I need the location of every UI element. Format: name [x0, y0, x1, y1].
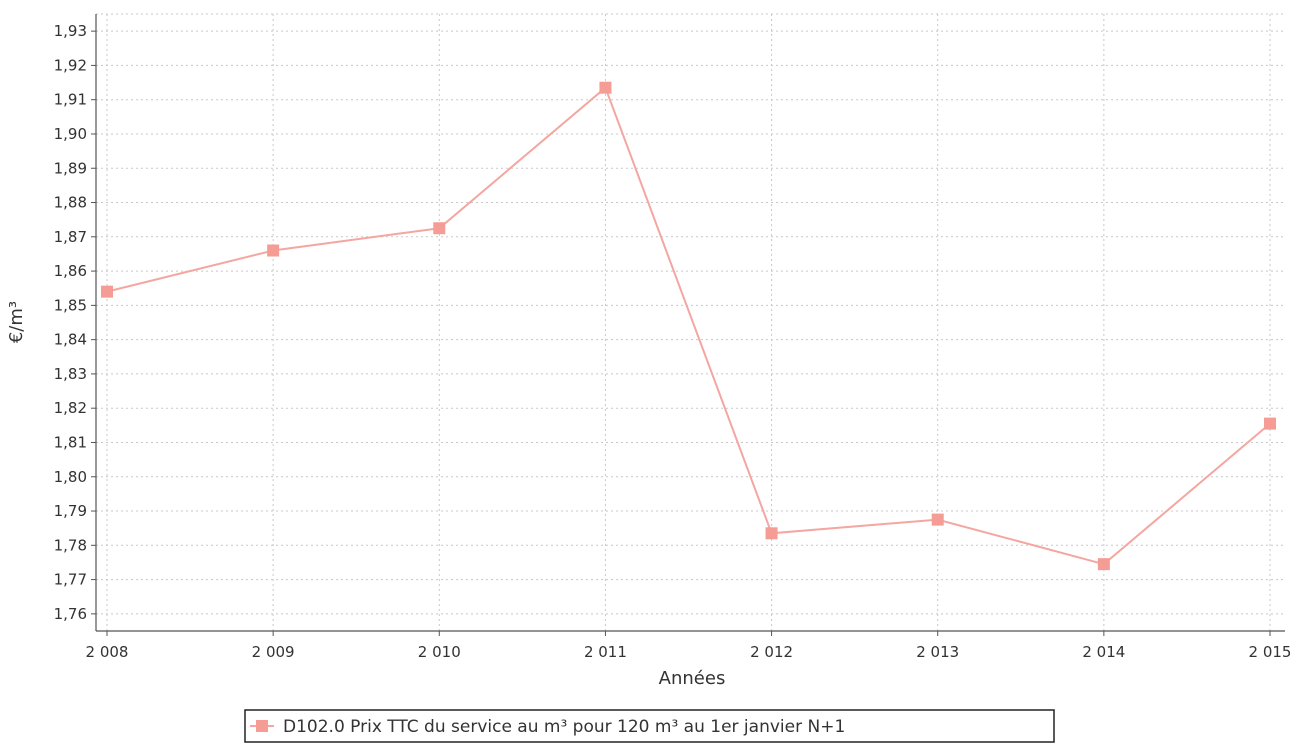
y-tick-label: 1,77 [54, 571, 87, 589]
grid-lines [96, 13, 1285, 631]
y-tick-label: 1,81 [54, 433, 87, 451]
legend-box [244, 709, 1055, 743]
data-point [433, 222, 446, 235]
y-tick-label: 1,79 [54, 502, 87, 520]
y-tick-label: 1,87 [54, 228, 87, 246]
y-tick-label: 1,76 [54, 605, 87, 623]
y-tick-label: 1,89 [54, 159, 87, 177]
x-tick-label: 2 011 [584, 643, 627, 661]
y-tick-label: 1,78 [54, 536, 87, 554]
series-layer [101, 81, 1276, 571]
data-point [765, 527, 778, 540]
y-axis-title: €/m³ [6, 301, 27, 343]
data-point [599, 81, 612, 94]
legend: D102.0 Prix TTC du service au m³ pour 12… [244, 709, 1055, 743]
x-tick-label: 2 015 [1249, 643, 1292, 661]
y-tick-label: 1,92 [54, 56, 87, 74]
legend-series-marker [256, 720, 268, 732]
data-point [931, 513, 944, 526]
x-tick-label: 2 014 [1082, 643, 1125, 661]
x-tick-label: 2 009 [252, 643, 295, 661]
y-tick-label: 1,84 [54, 331, 87, 349]
x-tick-label: 2 013 [916, 643, 959, 661]
y-tick-label: 1,80 [54, 468, 87, 486]
y-tick-label: 1,86 [54, 262, 87, 280]
x-tick-label: 2 012 [750, 643, 793, 661]
y-tick-label: 1,91 [54, 91, 87, 109]
x-tick-label: 2 010 [418, 643, 461, 661]
y-tick-label: 1,93 [54, 22, 87, 40]
data-point [1264, 417, 1276, 430]
y-tick-label: 1,90 [54, 125, 87, 143]
y-tick-label: 1,82 [54, 399, 87, 417]
series-line [106, 86, 1271, 566]
x-axis-title: Années [659, 668, 726, 689]
tick-labels: 1,76 1,77 1,78 1,79 1,80 1,81 1,82 1,83 1,84 1,85… [54, 22, 1292, 661]
y-tick-label: 1,88 [54, 194, 87, 212]
legend-series-label: D102.0 Prix TTC du service au m³ pour 12… [283, 717, 845, 737]
axes [91, 14, 1285, 636]
data-point [1097, 558, 1110, 571]
data-point [101, 285, 113, 298]
y-tick-label: 1,85 [54, 296, 87, 314]
x-tick-label: 2 008 [86, 643, 129, 661]
y-tick-label: 1,83 [54, 365, 87, 383]
data-point [267, 244, 280, 257]
